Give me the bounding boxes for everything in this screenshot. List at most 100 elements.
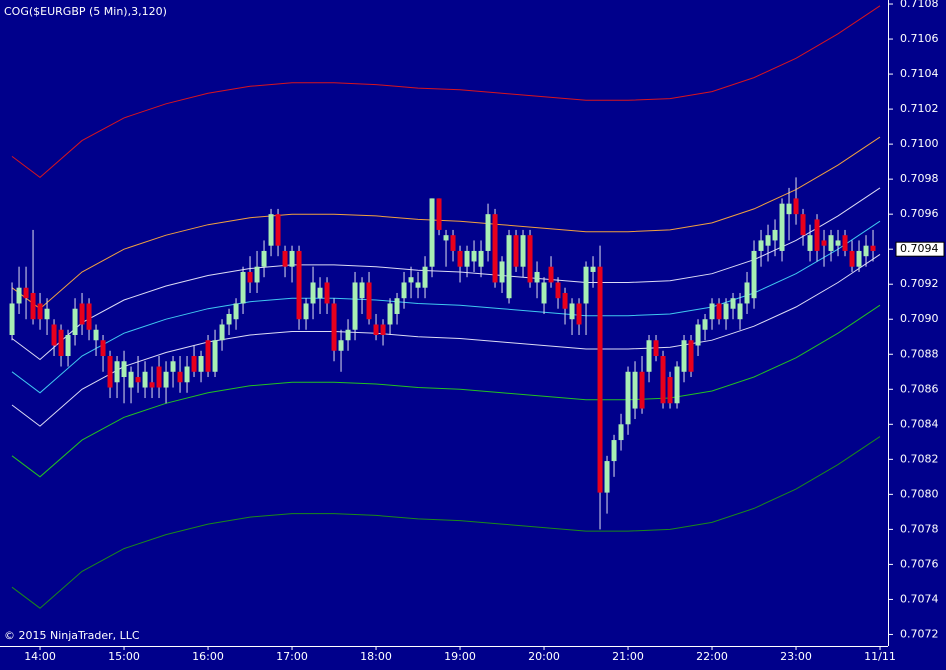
candle-body — [149, 382, 155, 388]
band-line — [11, 436, 881, 609]
candle-body — [240, 271, 246, 304]
y-tick-label: 0.7104 — [900, 67, 939, 80]
candle-body — [583, 266, 589, 304]
candle-body — [828, 235, 834, 251]
candle-body — [422, 266, 428, 288]
candle-body — [289, 250, 295, 267]
candle-body — [793, 198, 799, 215]
candle-body — [786, 203, 792, 215]
x-tick-label: 23:00 — [780, 650, 812, 663]
candle-body — [65, 334, 71, 357]
candle-body — [660, 356, 666, 404]
axes: 0.7072 0.7074 0.7076 0.7078 0.7080 0.7082 0.70… — [24, 0, 945, 663]
y-tick-label: 0.7100 — [900, 137, 939, 150]
candle-body — [485, 214, 491, 251]
candle-body — [394, 298, 400, 314]
candle-body — [296, 250, 302, 320]
candle-body — [184, 366, 190, 383]
candle-body — [212, 340, 218, 372]
candle-body — [9, 303, 15, 335]
candle-body — [163, 371, 169, 388]
candle-body — [681, 340, 687, 372]
candle-body — [93, 329, 99, 341]
y-tick-label: 0.7098 — [900, 172, 939, 185]
candle-body — [695, 324, 701, 346]
candle-body — [107, 356, 113, 388]
candle-body — [429, 198, 435, 267]
candle-body — [23, 287, 29, 299]
candle-body — [331, 303, 337, 351]
candle-body — [317, 287, 323, 299]
candle-body — [758, 240, 764, 251]
candle-body — [807, 235, 813, 251]
y-tick-label: 0.7096 — [900, 207, 939, 220]
candle-body — [597, 266, 603, 493]
candle-body — [772, 229, 778, 241]
candle-body — [247, 271, 253, 283]
x-tick-label: 11/11 — [864, 650, 896, 663]
candle-body — [534, 271, 540, 283]
candle-body — [366, 282, 372, 320]
candle-body — [625, 371, 631, 425]
candle-body — [37, 303, 43, 320]
candle-body — [765, 235, 771, 246]
x-tick-label: 21:00 — [612, 650, 644, 663]
candle-body — [870, 245, 876, 251]
candle-body — [653, 340, 659, 357]
candle-body — [520, 235, 526, 267]
candle-body — [338, 340, 344, 351]
candle-body — [849, 250, 855, 267]
candle-body — [667, 377, 673, 404]
candle-body — [380, 324, 386, 335]
candle-body — [345, 329, 351, 341]
candle-body — [800, 214, 806, 236]
y-tick-label: 0.7088 — [900, 347, 939, 360]
candle-body — [723, 303, 729, 320]
candle-body — [688, 340, 694, 372]
candle-body — [268, 214, 274, 246]
candle-body — [842, 235, 848, 251]
candle-body — [401, 282, 407, 299]
candle-body — [30, 292, 36, 320]
candle-body — [86, 303, 92, 330]
candle-body — [282, 250, 288, 267]
candle-body — [359, 282, 365, 299]
candle-body — [79, 303, 85, 325]
candle-body — [415, 282, 421, 288]
candle-body — [233, 303, 239, 320]
candle-body — [303, 303, 309, 320]
candle-body — [814, 219, 820, 251]
y-tick-label: 0.7082 — [900, 452, 939, 465]
candle-body — [114, 361, 120, 383]
candle-body — [604, 461, 610, 493]
candle-body — [58, 329, 64, 357]
candle-body — [457, 250, 463, 267]
candle-body — [100, 340, 106, 357]
y-tick-label: 0.7090 — [900, 312, 939, 325]
candle-body — [863, 245, 869, 257]
candle-body — [450, 235, 456, 251]
candle-body — [156, 366, 162, 388]
y-tick-label: 0.7072 — [900, 627, 939, 640]
y-tick-label: 0.7086 — [900, 382, 939, 395]
candle-body — [674, 366, 680, 404]
candle-body — [142, 371, 148, 388]
candle-body — [219, 324, 225, 341]
candle-body — [128, 371, 134, 388]
copyright: © 2015 NinjaTrader, LLC — [4, 629, 140, 642]
x-tick-label: 20:00 — [528, 650, 560, 663]
candle-body — [16, 287, 22, 304]
x-tick-label: 14:00 — [24, 650, 56, 663]
candle-body — [744, 282, 750, 304]
band-line — [11, 187, 881, 361]
candle-body — [44, 308, 50, 320]
y-tick-label: 0.7080 — [900, 487, 939, 500]
candle-body — [716, 303, 722, 320]
candle-body — [590, 266, 596, 272]
candle-body — [170, 361, 176, 372]
candle-body — [408, 277, 414, 283]
y-tick-label: 0.7084 — [900, 417, 939, 430]
x-tick-label: 22:00 — [696, 650, 728, 663]
candle-body — [464, 250, 470, 267]
